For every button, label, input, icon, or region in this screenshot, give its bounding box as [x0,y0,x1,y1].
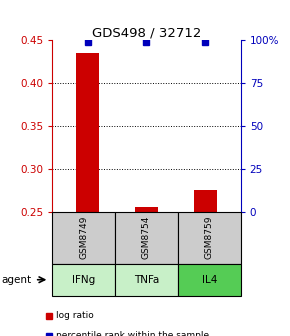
Bar [194,190,217,212]
Bar [46,333,52,336]
Text: GSM8759: GSM8759 [205,216,214,259]
Text: percentile rank within the sample: percentile rank within the sample [56,332,209,336]
Bar [135,207,158,212]
Text: IL4: IL4 [202,275,217,285]
Bar [46,313,52,319]
Bar [76,53,99,212]
Text: IFNg: IFNg [72,275,95,285]
Title: GDS498 / 32712: GDS498 / 32712 [92,26,201,39]
Text: GSM8749: GSM8749 [79,216,88,259]
Text: GSM8754: GSM8754 [142,216,151,259]
Text: agent: agent [1,275,32,285]
Text: log ratio: log ratio [56,311,94,320]
Text: TNFa: TNFa [134,275,159,285]
